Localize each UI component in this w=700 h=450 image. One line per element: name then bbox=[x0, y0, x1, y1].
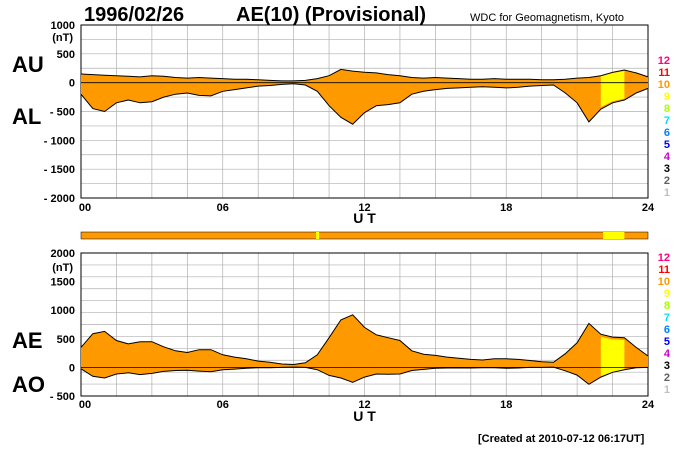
data-source: WDC for Geomagnetism, Kyoto bbox=[470, 12, 625, 24]
area-au-al bbox=[81, 69, 648, 125]
y-tick-label: 0 bbox=[69, 78, 75, 90]
legend-station-count: 1 bbox=[663, 384, 670, 396]
series-line-au bbox=[80, 68, 649, 82]
x-tick-label: 00 bbox=[79, 202, 91, 214]
legend-station-count: 11 bbox=[658, 264, 670, 276]
legend-station-count: 4 bbox=[663, 151, 670, 163]
legend-station-count: 6 bbox=[663, 127, 670, 139]
legend-station-count: 11 bbox=[658, 67, 670, 79]
series-line-al bbox=[80, 83, 649, 125]
y-tick-label: - 500 bbox=[50, 391, 75, 403]
y-tick-label: 2000 bbox=[51, 248, 75, 260]
y-unit-label: (nT) bbox=[52, 32, 73, 44]
legend-station-count: 3 bbox=[663, 163, 670, 175]
y-tick-label: 500 bbox=[57, 334, 75, 346]
y-tick-label: - 2000 bbox=[44, 193, 75, 205]
legend-station-count: 7 bbox=[663, 115, 670, 127]
area-highlight bbox=[600, 71, 625, 108]
legend-station-count: 6 bbox=[663, 324, 670, 336]
y-tick-label: 1500 bbox=[51, 277, 75, 289]
plot-frame bbox=[80, 24, 649, 199]
legend-station-count: 2 bbox=[663, 175, 670, 187]
legend-station-count: 2 bbox=[663, 372, 670, 384]
legend-station-count: 4 bbox=[663, 348, 670, 360]
legend-station-count: 12 bbox=[657, 252, 670, 264]
ao-label: AO bbox=[12, 372, 45, 397]
station-count-strip bbox=[80, 231, 649, 240]
legend-station-count: 5 bbox=[663, 139, 670, 151]
x-tick-label: 00 bbox=[79, 399, 91, 411]
y-tick-label: - 1000 bbox=[44, 135, 75, 147]
plot-frame bbox=[80, 252, 649, 397]
legend-station-count: 5 bbox=[663, 336, 670, 348]
x-tick-label: 24 bbox=[642, 202, 655, 214]
legend-station-count: 8 bbox=[663, 300, 670, 312]
au-label: AU bbox=[12, 52, 44, 77]
x-axis-label: U T bbox=[353, 408, 376, 424]
x-tick-label: 12 bbox=[358, 202, 370, 214]
x-tick-label: 12 bbox=[358, 399, 370, 411]
x-tick-label: 18 bbox=[500, 202, 512, 214]
x-axis-label: U T bbox=[353, 210, 376, 226]
x-tick-label: 06 bbox=[217, 399, 229, 411]
y-tick-label: 500 bbox=[57, 49, 75, 61]
created-timestamp: [Created at 2010-07-12 06:17UT] bbox=[478, 433, 645, 445]
legend-station-count: 10 bbox=[657, 276, 670, 288]
legend-station-count: 12 bbox=[657, 55, 670, 67]
station-count-strip-highlight bbox=[316, 232, 320, 239]
legend-station-count: 9 bbox=[663, 91, 670, 103]
y-tick-label: - 500 bbox=[50, 107, 75, 119]
ae-label: AE bbox=[12, 328, 43, 353]
chart-title: AE(10) (Provisional) bbox=[236, 4, 427, 26]
x-tick-label: 18 bbox=[500, 399, 512, 411]
station-count-strip-highlight bbox=[603, 232, 625, 239]
legend-station-count: 3 bbox=[663, 360, 670, 372]
y-tick-label: 1000 bbox=[51, 305, 75, 317]
legend-station-count: 9 bbox=[663, 288, 670, 300]
area-ae-ao bbox=[81, 314, 648, 385]
legend-station-count: 7 bbox=[663, 312, 670, 324]
al-label: AL bbox=[12, 104, 42, 129]
legend-station-count: 8 bbox=[663, 103, 670, 115]
chart-date: 1996/02/26 bbox=[84, 4, 185, 26]
y-tick-label: - 1500 bbox=[44, 164, 75, 176]
legend-station-count: 1 bbox=[663, 187, 670, 199]
x-tick-label: 24 bbox=[642, 399, 655, 411]
x-tick-label: 06 bbox=[217, 202, 229, 214]
legend-station-count: 10 bbox=[657, 79, 670, 91]
area-highlight bbox=[600, 336, 625, 377]
series-line-ae bbox=[80, 314, 649, 366]
y-unit-label: (nT) bbox=[52, 262, 73, 274]
y-tick-label: 1000 bbox=[51, 20, 75, 32]
y-tick-label: 0 bbox=[69, 362, 75, 374]
